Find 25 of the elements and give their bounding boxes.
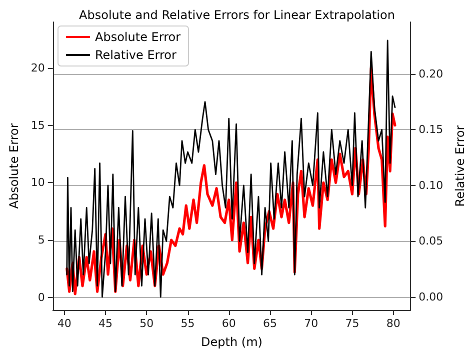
y-tick-label: 5 (38, 234, 45, 247)
legend-label: Relative Error (95, 48, 177, 62)
y2-tick-label: 0.15 (418, 123, 444, 136)
legend-label: Absolute Error (95, 30, 181, 44)
y2-tick-label: 0.05 (418, 234, 444, 248)
y2-axis-title: Relative Error (453, 125, 467, 207)
y-tick-label: 20 (30, 61, 45, 74)
y-axis-title: Absolute Error (7, 123, 21, 209)
x-tick-label: 80 (386, 317, 400, 330)
y2-tick-label: 0.20 (418, 67, 444, 80)
x-tick-label: 45 (98, 317, 113, 330)
x-axis-title: Depth (m) (201, 335, 262, 349)
y-tick-label: 15 (30, 118, 45, 132)
x-tick-label: 40 (57, 317, 72, 330)
y-tick-label: 10 (30, 176, 45, 190)
x-tick-label: 70 (304, 317, 318, 330)
chart-title: Absolute and Relative Errors for Linear Extrapolation (79, 8, 395, 22)
y2-tick-label: 0.10 (418, 178, 444, 192)
x-tick-label: 75 (345, 317, 360, 330)
x-tick-label: 55 (180, 317, 195, 330)
y-tick-label: 0 (38, 290, 45, 304)
x-tick-label: 65 (262, 317, 277, 330)
x-tick-label: 60 (222, 317, 236, 330)
x-tick-label: 50 (140, 317, 154, 330)
y2-tick-label: 0.00 (418, 290, 444, 304)
